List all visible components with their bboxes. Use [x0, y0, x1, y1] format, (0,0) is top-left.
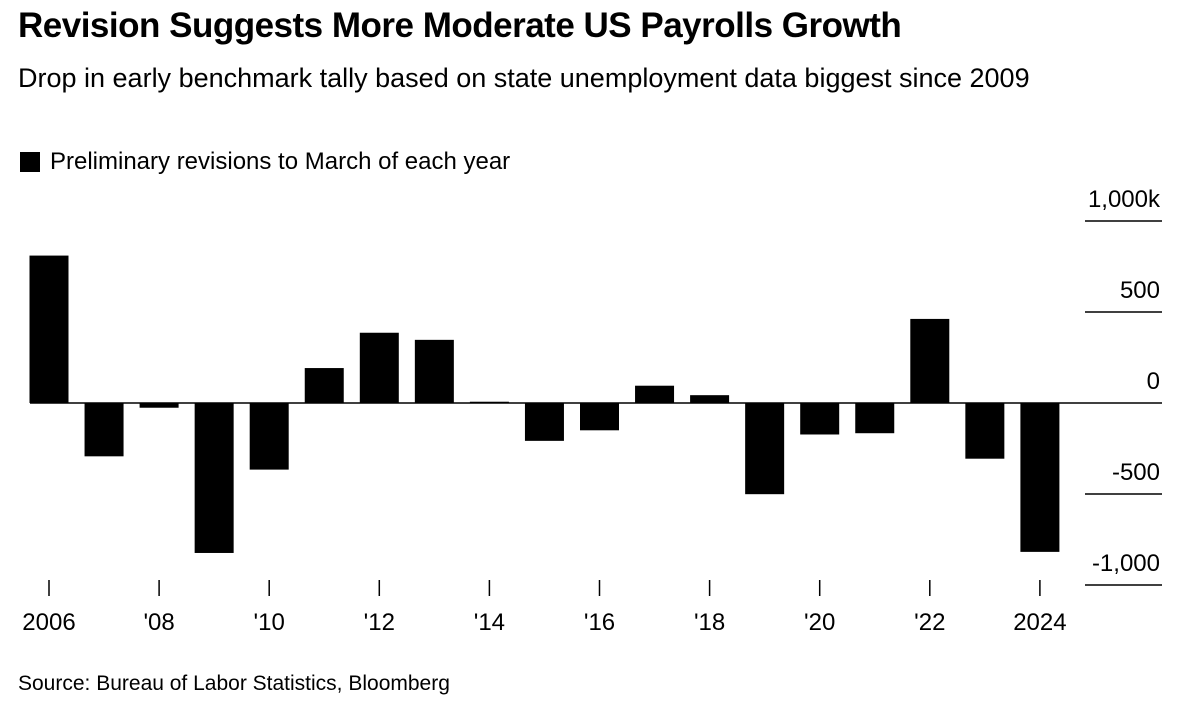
bar-2010: [249, 403, 289, 470]
x-tick-label: '20: [804, 609, 835, 636]
x-tick-label: '08: [143, 609, 174, 636]
bar-2019: [745, 403, 785, 495]
x-tick-label: '18: [694, 609, 725, 636]
bar-2012: [359, 332, 399, 403]
legend: Preliminary revisions to March of each y…: [20, 148, 510, 176]
y-tick-label: 1,000k: [1088, 186, 1161, 213]
y-tick-label: -500: [1112, 459, 1160, 486]
bar-2021: [855, 403, 895, 434]
chart-title: Revision Suggests More Moderate US Payro…: [18, 6, 902, 45]
bar-2015: [524, 403, 564, 441]
legend-swatch: [20, 152, 40, 172]
bar-2013: [414, 339, 454, 403]
bar-2020: [800, 403, 840, 435]
bar-2024: [1020, 403, 1060, 552]
bar-2011: [304, 368, 344, 403]
bar-2008: [139, 403, 179, 408]
bar-2006: [29, 255, 69, 403]
bar-2017: [635, 385, 675, 403]
x-tick-label: '12: [364, 609, 395, 636]
bar-2023: [965, 403, 1005, 459]
x-tick-label: '16: [584, 609, 615, 636]
source-note: Source: Bureau of Labor Statistics, Bloo…: [18, 672, 450, 695]
x-tick-label: '22: [914, 609, 945, 636]
bar-2018: [690, 395, 730, 403]
x-tick-label: '14: [474, 609, 505, 636]
y-tick-label: 500: [1120, 277, 1160, 304]
bar-2016: [580, 403, 619, 431]
chart-subtitle: Drop in early benchmark tally based on s…: [18, 63, 1030, 93]
bar-2009: [194, 403, 234, 553]
y-tick-label: -1,000: [1092, 550, 1160, 577]
bar-2007: [84, 403, 124, 457]
legend-label: Preliminary revisions to March of each y…: [50, 148, 511, 175]
bar-2022: [910, 318, 950, 403]
x-tick-label: 2024: [1013, 609, 1066, 636]
y-tick-label: 0: [1147, 368, 1160, 395]
x-tick-label: 2006: [22, 609, 75, 636]
x-tick-label: '10: [254, 609, 285, 636]
